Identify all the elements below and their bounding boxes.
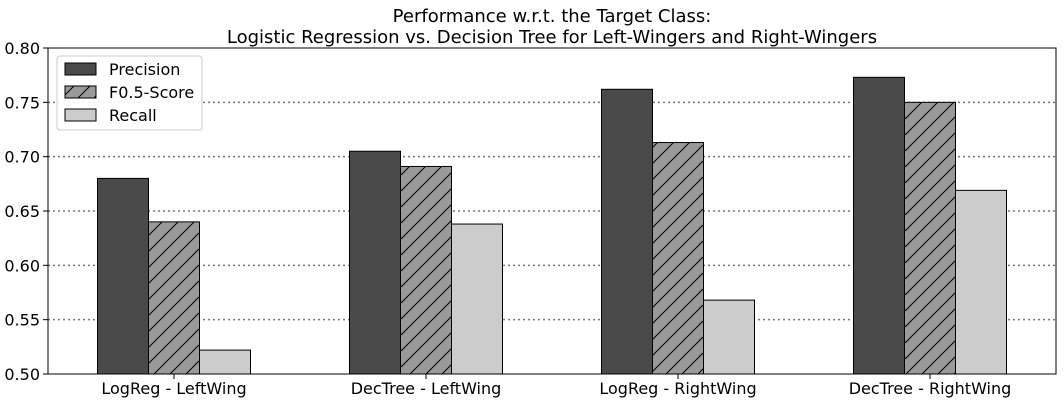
y-tick-label: 0.80 <box>4 39 40 58</box>
x-tick-label: LogReg - LeftWing <box>101 379 246 398</box>
y-tick-label: 0.60 <box>4 256 40 275</box>
y-tick-label: 0.75 <box>4 93 40 112</box>
x-axis-ticks: LogReg - LeftWing DecTree - LeftWing LogRe… <box>101 374 1011 398</box>
bar-precision-2 <box>601 88 653 375</box>
legend-swatch-1 <box>64 85 97 99</box>
y-tick-label: 0.70 <box>4 148 40 167</box>
bar-precision-3 <box>853 76 905 375</box>
bar-precision-0 <box>97 177 149 375</box>
legend-label-2: Recall <box>109 106 157 125</box>
y-axis-ticks: 0.50 0.55 0.60 0.65 0.70 0.75 0.80 <box>4 39 48 384</box>
legend-label-0: Precision <box>109 60 180 79</box>
bar-f0-5-score-0 <box>148 221 200 375</box>
bar-precision-1 <box>349 150 401 375</box>
y-tick-label: 0.65 <box>4 202 40 221</box>
bar-f0-5-score-2 <box>652 142 704 375</box>
legend: Precision F0.5-Score Recall <box>56 55 203 131</box>
bars-group <box>97 76 1007 375</box>
chart-subtitle: Logistic Regression vs. Decision Tree fo… <box>227 27 877 48</box>
x-tick-label: LogReg - RightWing <box>599 379 756 398</box>
legend-label-1: F0.5-Score <box>109 83 194 102</box>
x-tick-label: DecTree - RightWing <box>849 379 1012 398</box>
legend-swatch-2 <box>64 108 97 122</box>
bar-f0-5-score-1 <box>400 165 452 375</box>
legend-swatch-0 <box>64 62 97 76</box>
bar-recall-1 <box>451 223 503 375</box>
chart-title: Performance w.r.t. the Target Class: <box>393 6 712 27</box>
y-tick-label: 0.55 <box>4 311 40 330</box>
plot-frame <box>47 47 1057 375</box>
bar-recall-3 <box>955 189 1007 375</box>
bar-f0-5-score-3 <box>904 101 956 375</box>
bar-recall-0 <box>199 349 251 375</box>
bar-recall-2 <box>703 299 755 375</box>
x-tick-label: DecTree - LeftWing <box>351 379 502 398</box>
y-tick-label: 0.50 <box>4 365 40 384</box>
